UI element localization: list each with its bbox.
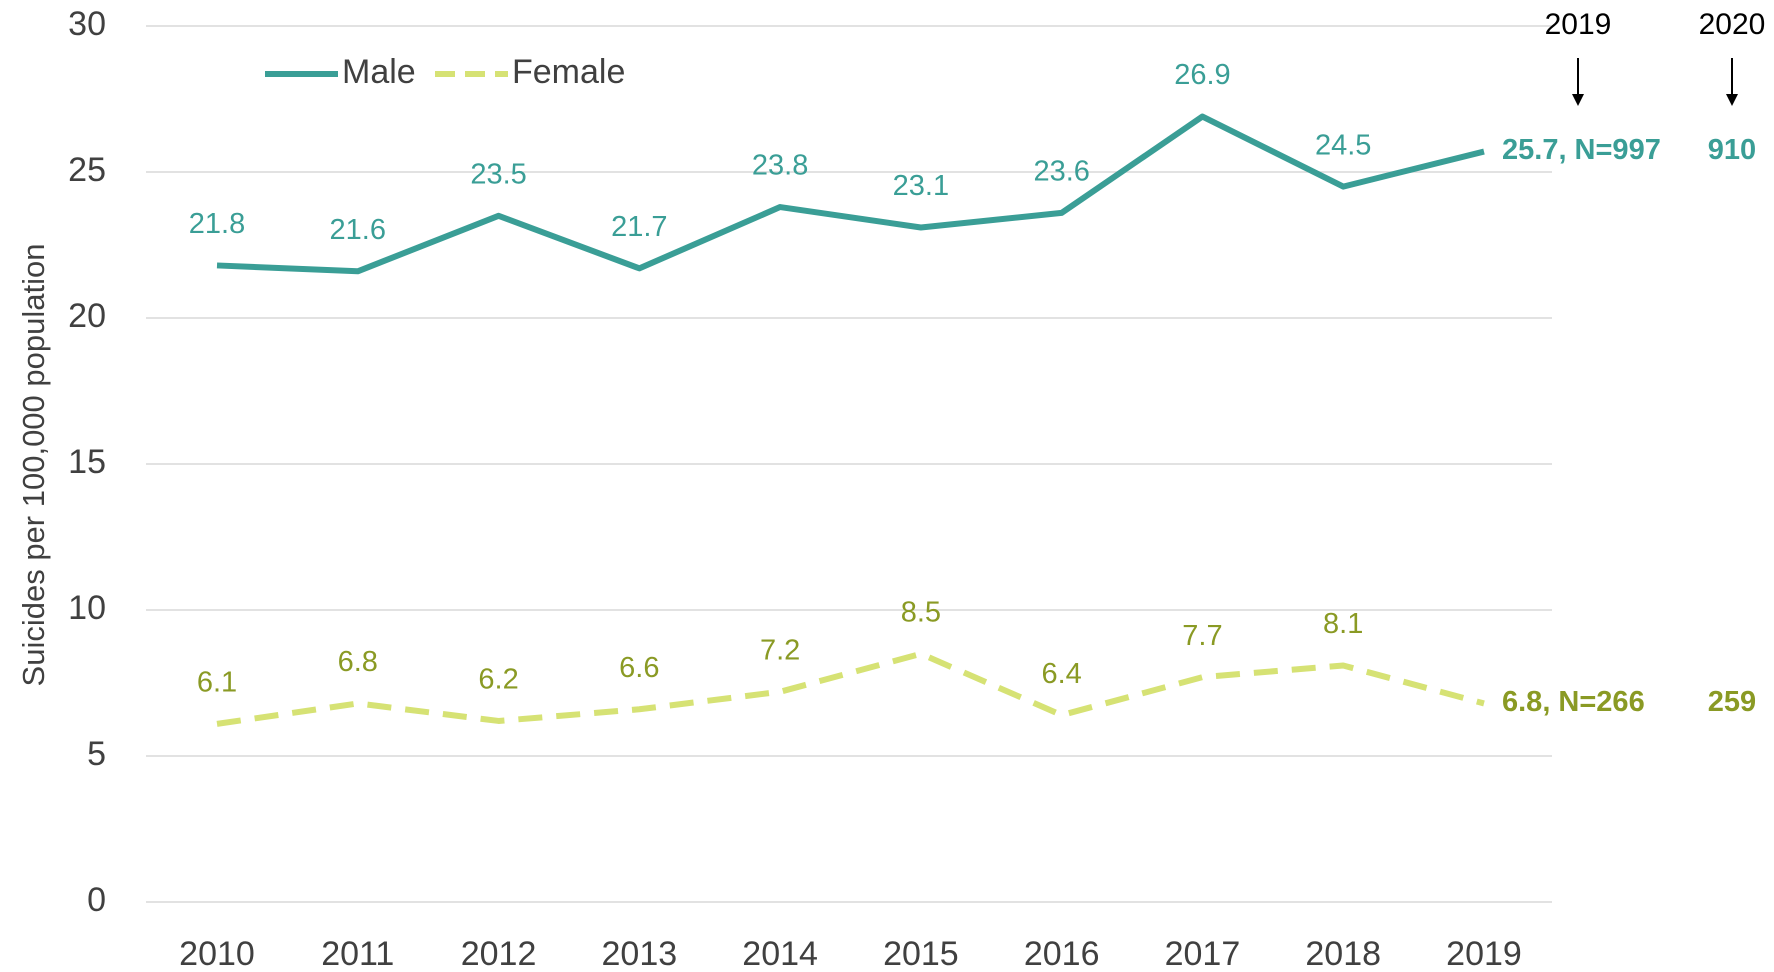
x-tick-label: 2013 — [602, 935, 678, 972]
line-0 — [216, 113, 1485, 275]
value-label: 23.1 — [893, 170, 949, 202]
x-tick-label: 2014 — [742, 935, 818, 972]
value-label: 7.7 — [1182, 620, 1222, 652]
value-label: 6.1 — [197, 667, 237, 699]
y-tick-label: 5 — [87, 735, 106, 773]
legend-label: Female — [512, 53, 625, 91]
annotation: 2020 — [1699, 8, 1766, 41]
y-tick-label: 10 — [68, 589, 106, 627]
value-label: 21.6 — [330, 214, 386, 246]
value-label: 6.2 — [478, 664, 518, 696]
annotation: 259 — [1708, 686, 1756, 718]
value-label: 26.9 — [1174, 59, 1230, 91]
x-tick-label: 2010 — [179, 935, 255, 972]
arrow-head — [1572, 94, 1584, 106]
annotation: 910 — [1708, 134, 1756, 166]
arrow-head — [1726, 94, 1738, 106]
x-tick-label: 2016 — [1024, 935, 1100, 972]
annotation: 2019 — [1545, 8, 1612, 41]
y-tick-label: 30 — [68, 5, 106, 43]
value-label: 23.6 — [1033, 156, 1089, 188]
y-tick-label: 0 — [87, 881, 106, 919]
x-tick-label: 2011 — [321, 935, 394, 972]
value-label: 24.5 — [1315, 129, 1371, 161]
value-label: 6.8 — [338, 646, 378, 678]
end-label: 6.8, N=266 — [1502, 686, 1645, 718]
x-tick-label: 2018 — [1305, 935, 1381, 972]
x-tick-label: 2012 — [461, 935, 537, 972]
value-label: 21.7 — [611, 211, 667, 243]
line-1 — [216, 650, 1485, 727]
x-tick-label: 2017 — [1165, 935, 1241, 972]
y-tick-label: 25 — [68, 151, 106, 189]
y-axis-title: Suicides per 100,000 population — [16, 244, 51, 687]
x-tick-label: 2015 — [883, 935, 959, 972]
value-label: 7.2 — [760, 634, 800, 666]
value-label: 8.5 — [901, 596, 941, 628]
value-label: 6.6 — [619, 652, 659, 684]
y-tick-label: 15 — [68, 443, 106, 481]
end-label: 25.7, N=997 — [1502, 134, 1661, 166]
y-tick-label: 20 — [68, 297, 106, 335]
value-label: 6.4 — [1042, 658, 1082, 690]
value-label: 23.8 — [752, 150, 808, 182]
value-label: 21.8 — [189, 208, 245, 240]
value-label: 23.5 — [470, 158, 526, 190]
legend-label: Male — [342, 53, 416, 91]
value-label: 8.1 — [1323, 608, 1363, 640]
x-tick-label: 2019 — [1446, 935, 1522, 972]
